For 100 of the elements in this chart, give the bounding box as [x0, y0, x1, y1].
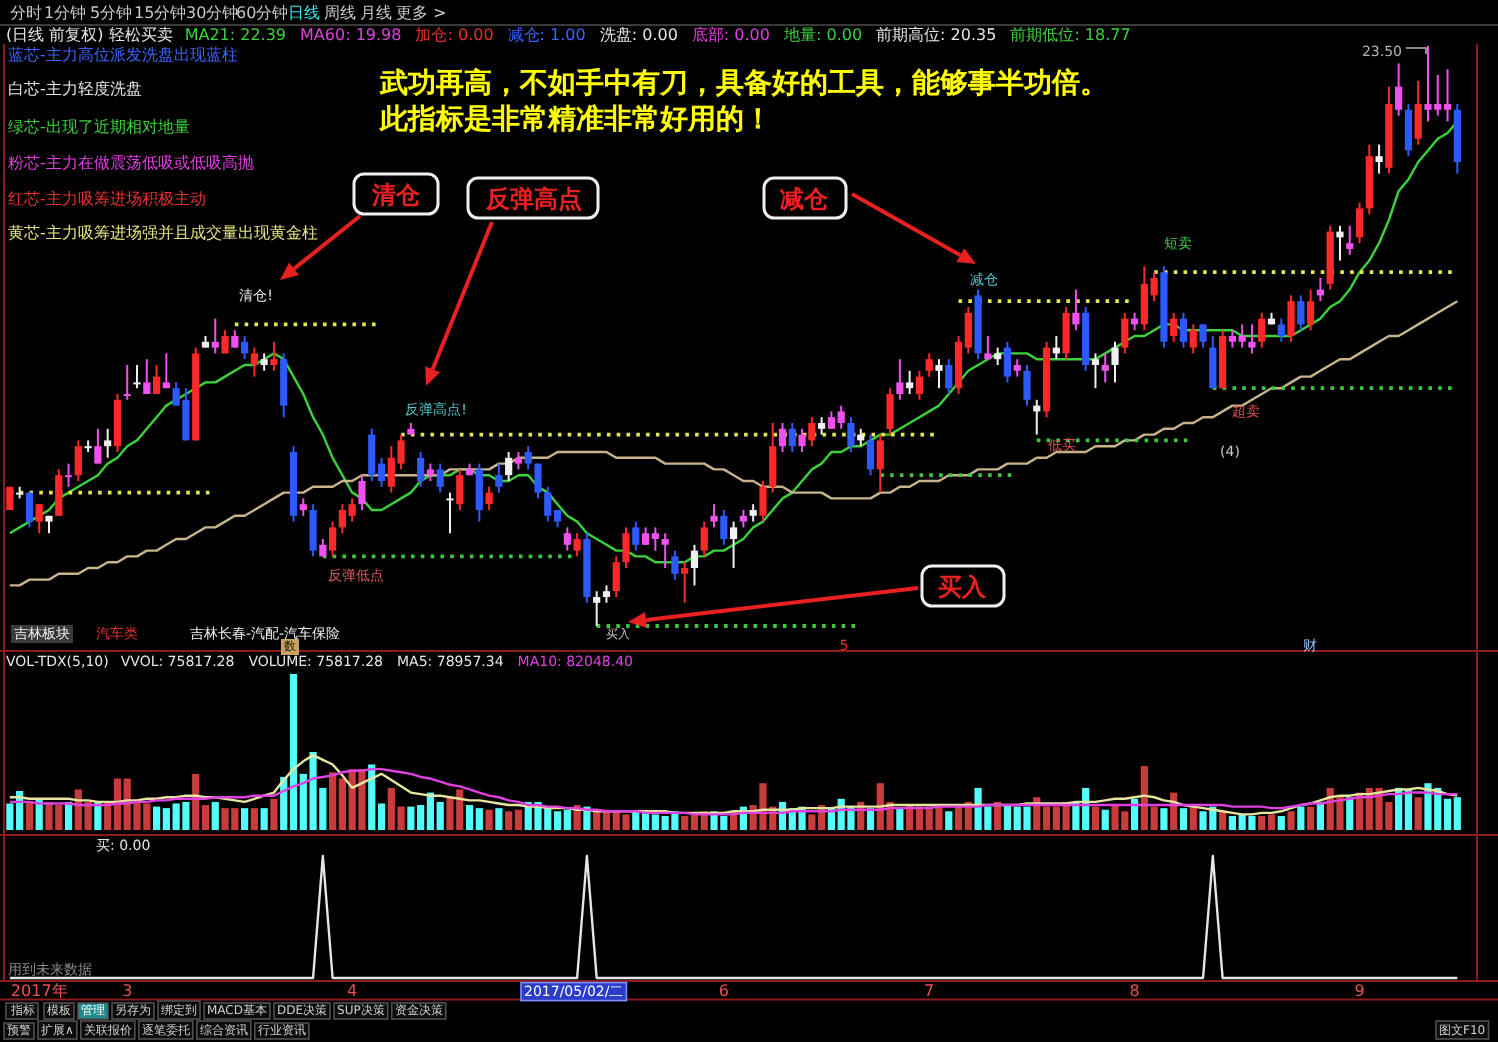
candlestick [759, 480, 767, 523]
text: 前期高位: 20.35 [876, 26, 997, 44]
bar [250, 808, 258, 830]
candlestick [798, 427, 806, 453]
candlestick [1121, 311, 1129, 355]
candlestick [1307, 288, 1315, 332]
candlestick [55, 468, 63, 517]
bar [1346, 797, 1354, 830]
candlestick [661, 532, 669, 569]
candlestick [622, 526, 630, 569]
bar [270, 798, 278, 830]
annotation: 粉芯-主力在做震荡低吸或低吸高抛 [8, 154, 254, 172]
candlestick [935, 358, 943, 390]
bar [260, 808, 268, 830]
bar [485, 809, 493, 830]
candlestick [1346, 224, 1354, 256]
candlestick [593, 590, 601, 627]
text: 前期低位: 18.77 [1010, 26, 1131, 44]
candlestick [104, 427, 112, 459]
candlestick [563, 526, 571, 552]
candlestick [1375, 143, 1383, 175]
candlestick [1170, 311, 1178, 343]
candlestick [886, 387, 894, 436]
candlestick [485, 485, 493, 511]
bar [241, 808, 249, 830]
bar [1219, 811, 1227, 830]
bar [896, 808, 904, 830]
candlestick [417, 451, 425, 488]
candlestick [681, 561, 689, 604]
candlestick [1189, 323, 1197, 355]
bar [1297, 806, 1305, 830]
candlestick [446, 491, 454, 535]
candlestick [456, 468, 464, 511]
candlestick [64, 462, 73, 488]
candlestick [1258, 311, 1266, 349]
bar [1160, 808, 1168, 830]
x-tick-label: 4 [347, 981, 358, 1000]
candlestick [710, 503, 718, 529]
text: 地量: 0.00 [781, 26, 863, 44]
candlestick [690, 543, 699, 587]
candlestick [358, 474, 366, 511]
candlestick [475, 462, 483, 523]
candlestick [436, 462, 444, 494]
candlestick [35, 503, 43, 535]
annotation: 此指标是非常精准非常好用的！ [378, 104, 772, 136]
candlestick [1023, 364, 1031, 407]
candlestick [1199, 323, 1207, 349]
candlestick [1248, 323, 1256, 355]
candlestick [1072, 288, 1080, 332]
candlestick [808, 416, 816, 448]
annotation: 减仓 [780, 185, 830, 213]
candlestick [720, 509, 728, 546]
text: MA60: 19.98 [300, 26, 402, 44]
candlestick [241, 335, 249, 361]
candlestick [730, 520, 738, 569]
candlestick [309, 503, 317, 558]
candlestick [1091, 352, 1100, 390]
text: 15分钟 [134, 4, 187, 22]
x-tick-label: 2017年 [10, 981, 68, 1000]
x-tick-label: 6 [718, 981, 729, 1000]
candlestick [94, 427, 102, 465]
bar [211, 801, 219, 830]
candlestick [778, 422, 787, 453]
candlestick [495, 462, 503, 494]
candlestick [505, 451, 513, 482]
candlestick [925, 352, 933, 378]
bar [994, 801, 1002, 830]
candlestick [915, 369, 924, 401]
text: MA21: 22.39 [184, 26, 287, 44]
candlestick [788, 422, 796, 453]
text: 加仓: 0.00 [415, 26, 494, 44]
bar [1307, 806, 1315, 830]
annotation: 绿芯-出现了近期相对地量 [8, 118, 190, 136]
candlestick [1336, 224, 1344, 262]
candlestick [1179, 311, 1188, 349]
candlestick [280, 352, 288, 419]
candlestick [1209, 335, 1217, 390]
candlestick [700, 520, 708, 558]
candlestick [632, 520, 640, 552]
candlestick [113, 393, 122, 453]
bar [1277, 815, 1285, 830]
candlestick [25, 491, 34, 529]
annotation: 蓝芯-主力高位派发洗盘出现蓝柱 [8, 46, 238, 64]
candlestick [1062, 306, 1070, 361]
candlestick [769, 422, 777, 494]
candlestick [1404, 103, 1413, 158]
candlestick [847, 416, 855, 453]
bar [1091, 806, 1100, 830]
bar [1287, 811, 1295, 830]
annotation: 白芯-主力轻度洗盘 [8, 80, 142, 98]
text: 洗盘: 0.00 [599, 26, 678, 44]
text: 底部: 0.00 [691, 26, 770, 44]
x-tick-label: 8 [1129, 981, 1140, 1000]
candlestick [524, 445, 532, 471]
bar [1414, 797, 1422, 830]
candlestick [876, 433, 884, 494]
candlestick [74, 439, 82, 482]
bar [25, 801, 34, 830]
text: 日线 [288, 4, 320, 22]
candlestick [896, 358, 904, 401]
